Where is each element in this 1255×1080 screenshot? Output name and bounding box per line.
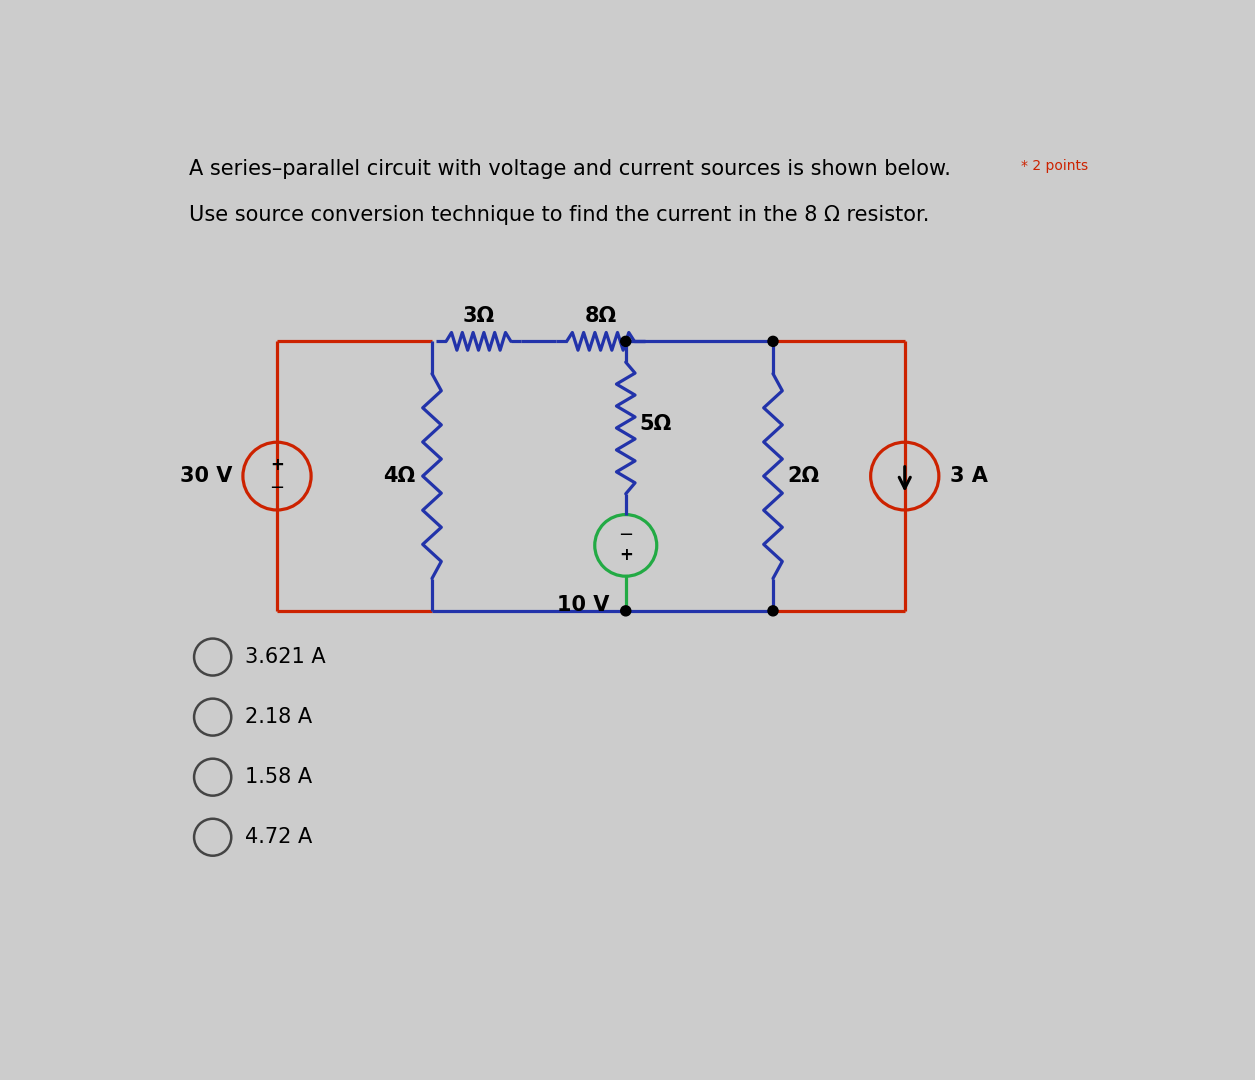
Text: 4Ω: 4Ω [383,467,415,486]
Text: −: − [270,480,285,498]
Text: 3.621 A: 3.621 A [245,647,326,667]
Text: −: − [619,526,634,543]
Circle shape [621,606,631,616]
Text: Use source conversion technique to find the current in the 8 Ω resistor.: Use source conversion technique to find … [190,205,930,225]
Text: 8Ω: 8Ω [585,306,616,326]
Text: +: + [270,456,284,473]
Text: 10 V: 10 V [557,595,610,616]
Text: 3Ω: 3Ω [462,306,494,326]
Text: +: + [619,546,633,565]
Text: 30 V: 30 V [179,467,232,486]
Text: 1.58 A: 1.58 A [245,767,312,787]
Text: A series–parallel circuit with voltage and current sources is shown below.: A series–parallel circuit with voltage a… [190,159,951,179]
Circle shape [768,606,778,616]
Text: * 2 points: * 2 points [1022,159,1088,173]
Text: 2.18 A: 2.18 A [245,707,312,727]
Circle shape [768,336,778,347]
Text: 3 A: 3 A [950,467,988,486]
Text: 2Ω: 2Ω [787,467,820,486]
Text: 4.72 A: 4.72 A [245,827,312,847]
Text: 5Ω: 5Ω [640,414,673,434]
Circle shape [621,336,631,347]
